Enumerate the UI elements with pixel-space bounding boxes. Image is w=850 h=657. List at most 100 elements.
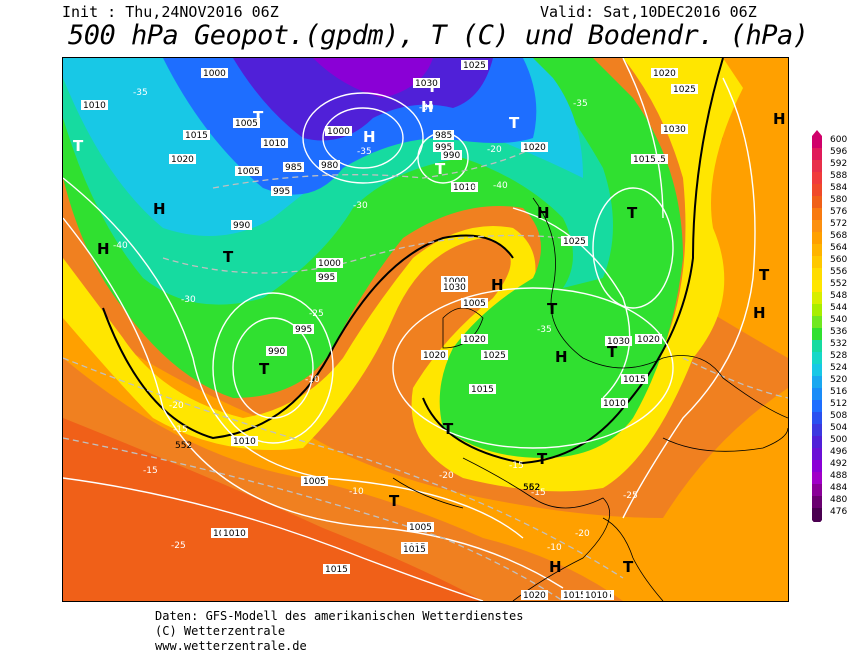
isobar-label: 1020 bbox=[171, 155, 194, 165]
temperature-label: -25 bbox=[623, 491, 638, 501]
scale-label: 560 bbox=[830, 255, 848, 265]
scale-label: 588 bbox=[830, 171, 848, 181]
scale-swatch bbox=[812, 352, 822, 364]
color-scale bbox=[812, 130, 822, 522]
scale-label: 492 bbox=[830, 459, 848, 469]
scale-swatch bbox=[812, 412, 822, 424]
temperature-label: -15 bbox=[531, 488, 546, 498]
low-pressure-symbol: T bbox=[537, 450, 548, 468]
scale-swatch bbox=[812, 436, 822, 448]
isobar-label: 990 bbox=[268, 347, 285, 357]
isobar-label: 1015 bbox=[471, 385, 494, 395]
temperature-label: -40 bbox=[113, 241, 128, 251]
scale-label: 488 bbox=[830, 471, 848, 481]
isobar-label: 1020 bbox=[523, 143, 546, 153]
scale-swatch bbox=[812, 292, 822, 304]
scale-label: 548 bbox=[830, 291, 848, 301]
scale-swatch bbox=[812, 244, 822, 256]
isobar-label: 1015 bbox=[633, 155, 656, 165]
isobar-label: 1000 bbox=[203, 69, 226, 79]
geopotential-contour-label: 552 bbox=[175, 441, 192, 451]
temperature-label: -30 bbox=[419, 103, 434, 113]
scale-arrow-bottom bbox=[812, 520, 822, 522]
scale-swatch bbox=[812, 388, 822, 400]
low-pressure-symbol: T bbox=[389, 492, 400, 510]
isobar-label: 995 bbox=[273, 187, 290, 197]
temperature-label: -40 bbox=[493, 181, 508, 191]
temperature-label: -30 bbox=[181, 295, 196, 305]
isobar-label: 1010 bbox=[83, 101, 106, 111]
high-pressure-symbol: H bbox=[363, 128, 376, 146]
isobar-label: 1020 bbox=[523, 591, 546, 601]
isobar-label: 995 bbox=[435, 143, 452, 153]
scale-label: 592 bbox=[830, 159, 848, 169]
low-pressure-symbol: T bbox=[73, 137, 84, 155]
low-pressure-symbol: T bbox=[623, 558, 634, 576]
high-pressure-symbol: H bbox=[537, 204, 550, 222]
copyright-credit: (C) Wetterzentrale bbox=[155, 624, 286, 638]
scale-swatch bbox=[812, 172, 822, 184]
scale-label: 564 bbox=[830, 243, 848, 253]
temperature-label: -15 bbox=[509, 461, 524, 471]
isobar-label: 1010 bbox=[585, 591, 608, 601]
temperature-label: -35 bbox=[133, 88, 148, 98]
high-pressure-symbol: H bbox=[773, 110, 786, 128]
scale-label: 600 bbox=[830, 135, 848, 145]
isobar-label: 1020 bbox=[463, 335, 486, 345]
high-pressure-symbol: H bbox=[153, 200, 166, 218]
scale-label: 520 bbox=[830, 375, 848, 385]
low-pressure-symbol: T bbox=[253, 108, 264, 126]
isobar-label: 1005 bbox=[237, 167, 260, 177]
data-source-credit: Daten: GFS-Modell des amerikanischen Wet… bbox=[155, 609, 524, 623]
scale-swatch bbox=[812, 208, 822, 220]
temperature-label: -25 bbox=[309, 309, 324, 319]
low-pressure-symbol: T bbox=[443, 420, 454, 438]
temperature-label: -25 bbox=[463, 185, 478, 195]
isobar-label: 1005 bbox=[463, 299, 486, 309]
scale-swatch bbox=[812, 328, 822, 340]
high-pressure-symbol: H bbox=[549, 558, 562, 576]
scale-label: 568 bbox=[830, 231, 848, 241]
scale-label: 524 bbox=[830, 363, 848, 373]
low-pressure-symbol: T bbox=[759, 266, 770, 284]
scale-label: 504 bbox=[830, 423, 848, 433]
temperature-label: -20 bbox=[439, 471, 454, 481]
scale-swatch bbox=[812, 376, 822, 388]
isobar-label: 1010 bbox=[223, 529, 246, 539]
isobar-label: 1015 bbox=[185, 131, 208, 141]
weather-map: THHTTHHTTTTHHHTHTTTTTHTTH 10001005101010… bbox=[62, 57, 789, 602]
low-pressure-symbol: T bbox=[259, 360, 270, 378]
high-pressure-symbol: H bbox=[97, 240, 110, 258]
scale-label: 572 bbox=[830, 219, 848, 229]
geopotential-contour-label: 562 bbox=[523, 483, 540, 493]
scale-swatch bbox=[812, 136, 822, 148]
scale-label: 536 bbox=[830, 327, 848, 337]
high-pressure-symbol: H bbox=[555, 348, 568, 366]
low-pressure-symbol: T bbox=[223, 248, 234, 266]
low-pressure-symbol: T bbox=[509, 114, 520, 132]
isobar-label: 1020 bbox=[653, 69, 676, 79]
scale-swatch bbox=[812, 232, 822, 244]
temperature-label: -15 bbox=[143, 466, 158, 476]
isobar-label: 1025 bbox=[463, 61, 486, 71]
isobar-label: 1005 bbox=[409, 523, 432, 533]
scale-swatch bbox=[812, 304, 822, 316]
isobar-label: 1030 bbox=[607, 337, 630, 347]
scale-label: 532 bbox=[830, 339, 848, 349]
scale-swatch bbox=[812, 484, 822, 496]
scale-swatch bbox=[812, 496, 822, 508]
isobar-label: 1000 bbox=[318, 259, 341, 269]
isobar-label: 1010 bbox=[233, 437, 256, 447]
isobar-label: 1015 bbox=[325, 565, 348, 575]
scale-swatch bbox=[812, 364, 822, 376]
temperature-label: -25 bbox=[171, 541, 186, 551]
low-pressure-symbol: T bbox=[547, 300, 558, 318]
scale-swatch bbox=[812, 424, 822, 436]
scale-label: 476 bbox=[830, 507, 848, 517]
isobar-label: 1025 bbox=[483, 351, 506, 361]
low-pressure-symbol: T bbox=[627, 204, 638, 222]
scale-arrow-top bbox=[812, 130, 822, 136]
low-pressure-symbol: T bbox=[435, 160, 446, 178]
scale-swatch bbox=[812, 160, 822, 172]
high-pressure-symbol: H bbox=[421, 98, 434, 116]
